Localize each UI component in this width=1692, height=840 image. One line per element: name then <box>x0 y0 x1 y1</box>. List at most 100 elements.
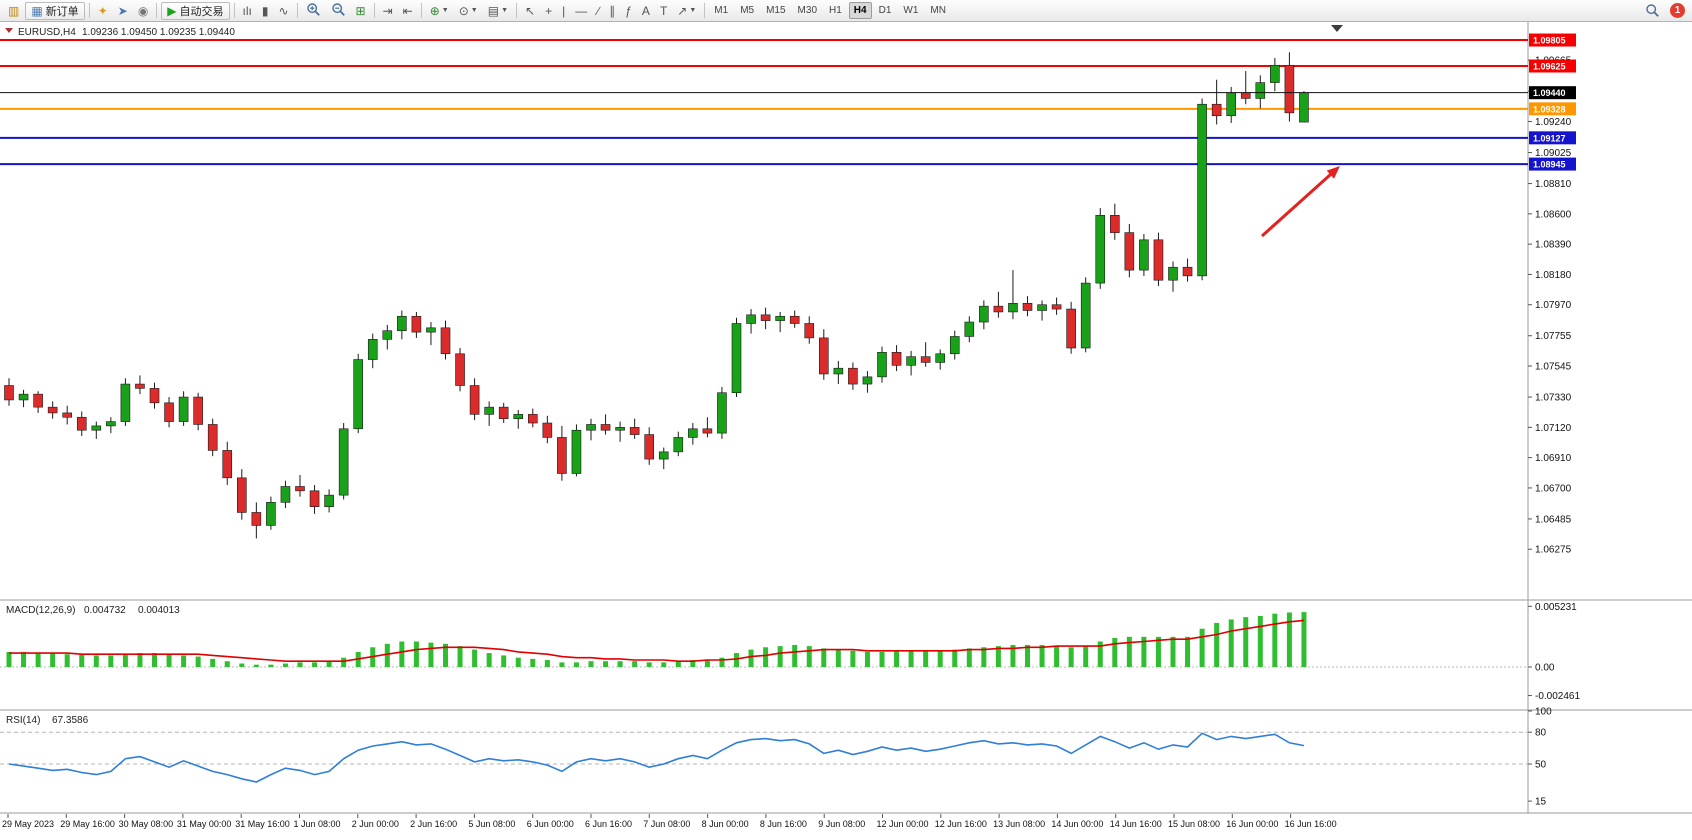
candle-body <box>91 425 102 431</box>
timeframe-m15-button[interactable]: M15 <box>766 5 786 16</box>
macd-bar <box>35 653 41 667</box>
time-tick-label: 13 Jun 08:00 <box>993 819 1045 829</box>
timeframe-h4-button[interactable]: H4 <box>848 2 872 19</box>
arrows-tool-button[interactable]: ↗ ▼ <box>673 2 700 20</box>
templates-button[interactable]: ▤ ▼ <box>484 2 512 20</box>
periods-dropdown-arrow[interactable]: ▼ <box>470 7 478 14</box>
macd-bar <box>1170 636 1176 667</box>
time-axis[interactable]: 29 May 2023 29 May 16:00 30 May 08:00 31 Ma… <box>2 814 1337 829</box>
vertical-line-button[interactable]: | <box>558 2 569 20</box>
text-label-button[interactable]: T <box>656 2 671 20</box>
equidistant-channel-button[interactable]: ∥ <box>605 2 619 20</box>
macd-bar <box>515 657 521 667</box>
market-button[interactable]: ➤ <box>114 2 132 20</box>
candle-body <box>309 490 320 507</box>
templates-dropdown-arrow[interactable]: ▼ <box>501 7 509 14</box>
chart-shift-button[interactable]: ⇤ <box>399 2 417 20</box>
tile-windows-button[interactable]: ⊞ <box>352 2 370 20</box>
macd-bar <box>544 660 550 667</box>
macd-bar <box>1155 636 1161 667</box>
macd-bar <box>1054 646 1060 667</box>
candle-body <box>1124 232 1135 271</box>
time-tick-label: 7 Jun 08:00 <box>643 819 690 829</box>
cursor-button[interactable]: ↖ <box>521 2 539 20</box>
macd-bar <box>224 661 230 667</box>
new-order-icon: ▦ <box>31 3 43 18</box>
search-icon[interactable] <box>1641 2 1664 20</box>
indicators-button[interactable]: ⊕ ▼ <box>426 2 453 20</box>
candle-body <box>658 451 669 460</box>
macd-bar <box>806 646 812 667</box>
macd-bar <box>1025 644 1030 667</box>
macd-bar <box>413 641 419 667</box>
timeframe-d1-button[interactable]: D1 <box>878 5 892 16</box>
candle-body <box>106 421 116 427</box>
macd-bar <box>1068 647 1074 667</box>
signals-button[interactable]: ✦ <box>94 2 112 20</box>
chart-line-button[interactable]: ∿ <box>274 2 292 20</box>
notification-badge[interactable]: 1 <box>1670 3 1685 18</box>
horizontal-line-button[interactable]: — <box>571 2 591 20</box>
indicators-dropdown-arrow[interactable]: ▼ <box>441 7 449 14</box>
timeframe-m5-button[interactable]: M5 <box>740 5 755 16</box>
timeframe-w1-button[interactable]: W1 <box>903 5 919 16</box>
trendline-button[interactable]: ∕ <box>593 2 603 20</box>
macd-histogram <box>6 612 1307 667</box>
macd-bar <box>530 658 536 667</box>
new-order-button[interactable]: ▦ 新订单 <box>25 1 85 20</box>
price-tag: 1.08945 <box>1529 157 1576 171</box>
time-tick-label: 29 May 16:00 <box>60 819 115 829</box>
zoom-in-button[interactable] <box>302 2 325 20</box>
crosshair-button[interactable]: + <box>541 2 556 20</box>
auto-trading-button[interactable]: ▶ 自动交易 <box>161 1 230 20</box>
time-tick-label: 6 Jun 16:00 <box>585 819 632 829</box>
periods-button[interactable]: ⊙ ▼ <box>455 2 482 20</box>
macd-bar <box>486 653 492 667</box>
candle-body <box>135 383 145 389</box>
zoom-out-button[interactable] <box>327 2 350 20</box>
macd-bar <box>1286 612 1292 667</box>
candle-body <box>906 356 916 366</box>
macd-bar <box>1199 628 1205 667</box>
quick-trade-dropdown-icon[interactable] <box>5 28 13 33</box>
macd-bar <box>152 653 157 667</box>
candles <box>4 52 1309 539</box>
trend-arrow-annotation[interactable] <box>1260 166 1340 238</box>
support-button[interactable]: ◉ <box>134 2 152 20</box>
macd-bar <box>472 649 478 667</box>
macd-bar <box>573 662 579 667</box>
candle-body <box>804 323 815 339</box>
timeframe-m30-button[interactable]: M30 <box>797 5 817 16</box>
crosshair-icon: + <box>545 3 553 18</box>
text-button[interactable]: A <box>638 2 654 20</box>
candle-body <box>979 305 989 323</box>
time-tick-label: 1 Jun 08:00 <box>294 819 341 829</box>
candle-body <box>513 414 524 419</box>
macd-bar <box>952 649 958 667</box>
arrows-tool-dropdown-arrow[interactable]: ▼ <box>689 7 697 14</box>
timeframe-h1-button[interactable]: H1 <box>829 5 842 16</box>
price-axis[interactable]: 1.096651.094501.092401.090251.088101.086… <box>1528 56 1572 556</box>
macd-bar <box>93 655 99 667</box>
auto-scroll-button[interactable]: ⇥ <box>379 2 397 20</box>
chart-shift-marker[interactable] <box>1331 25 1343 32</box>
chart-candles-button[interactable]: ▮ <box>258 2 273 20</box>
new-chart-button[interactable]: ▥ <box>4 2 23 20</box>
timeframe-mn-button[interactable]: MN <box>930 5 946 16</box>
macd-bar <box>1039 644 1045 667</box>
macd-bar <box>603 661 609 667</box>
candle-body <box>266 502 276 526</box>
macd-bar <box>850 650 856 667</box>
macd-bar <box>268 664 274 667</box>
chart-bars-button[interactable]: ılı <box>239 2 256 20</box>
timeframe-m1-button[interactable]: M1 <box>714 5 729 16</box>
time-tick-label: 6 Jun 00:00 <box>527 819 574 829</box>
time-tick-label: 8 Jun 16:00 <box>760 819 807 829</box>
time-tick-label: 12 Jun 16:00 <box>935 819 987 829</box>
rsi-value: 67.3586 <box>52 715 89 726</box>
rsi-label: RSI(14) <box>6 715 40 726</box>
price-tick-label: 1.06700 <box>1535 483 1572 494</box>
candle-body <box>469 385 480 415</box>
fibonacci-button[interactable]: ƒ <box>621 2 636 20</box>
